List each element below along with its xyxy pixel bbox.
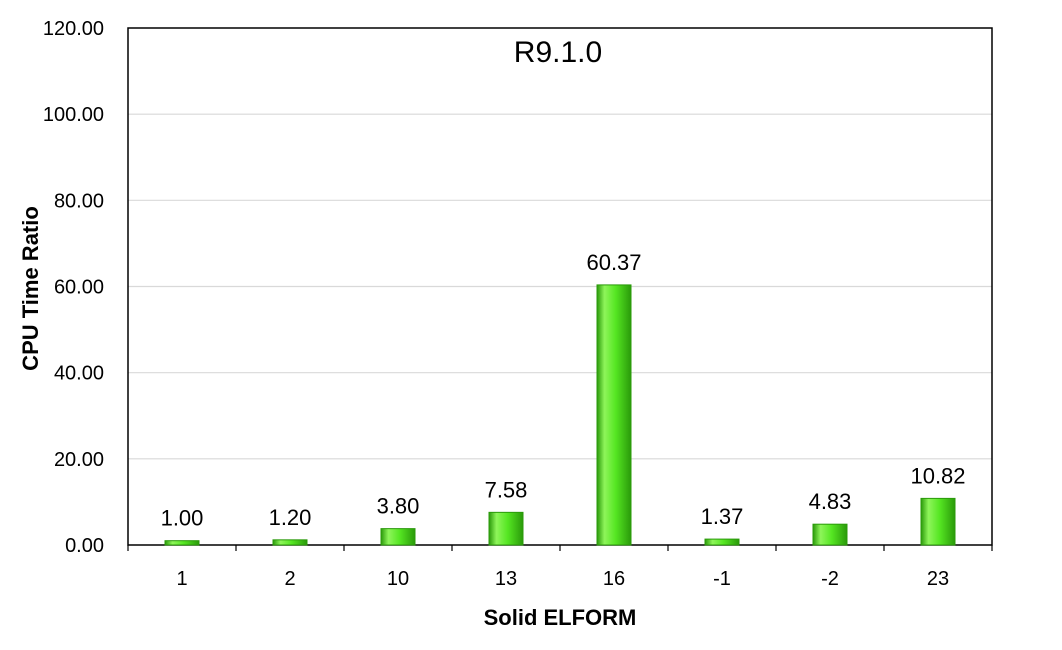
gridlines [128, 113, 992, 460]
data-label: 1.37 [701, 504, 744, 529]
x-axis-title: Solid ELFORM [484, 605, 637, 630]
bar [488, 511, 524, 546]
bar [272, 539, 308, 546]
x-tick-label: 1 [176, 568, 187, 590]
y-tick-label: 60.00 [54, 277, 104, 299]
bar [596, 284, 632, 546]
y-tick-label: 100.00 [43, 104, 104, 126]
data-label: 1.20 [269, 505, 312, 530]
x-tick-label: 23 [927, 568, 949, 590]
y-tick-label: 0.00 [65, 535, 104, 557]
data-label: 4.83 [809, 489, 852, 514]
data-label: 3.80 [377, 494, 420, 519]
data-labels: 1.00 1.20 3.80 7.58 60.37 1.37 4.83 10.82 [161, 250, 966, 531]
x-tick-label: 16 [603, 568, 625, 590]
bar [812, 523, 848, 546]
y-tick-label: 20.00 [54, 449, 104, 471]
y-tick-label: 40.00 [54, 363, 104, 385]
y-axis-tick-labels: 0.00 20.00 40.00 60.00 80.00 100.00 120.00 [43, 18, 104, 557]
data-label: 1.00 [161, 506, 204, 531]
data-label: 10.82 [910, 463, 965, 488]
x-tick-label: -1 [713, 568, 731, 590]
bar [704, 538, 740, 546]
bars [164, 284, 956, 546]
y-tick-label: 80.00 [54, 190, 104, 212]
x-tick-label: 13 [495, 568, 517, 590]
x-tick-label: 10 [387, 568, 409, 590]
bar [920, 497, 956, 546]
bar [380, 528, 416, 546]
data-label: 7.58 [485, 477, 528, 502]
y-tick-label: 120.00 [43, 18, 104, 40]
x-axis-tick-labels: 1 2 10 13 16 -1 -2 23 [127, 545, 993, 590]
x-tick-label: -2 [821, 568, 839, 590]
bar [164, 540, 200, 546]
x-tick-label: 2 [284, 568, 295, 590]
y-axis-title: CPU Time Ratio [18, 206, 43, 371]
data-label: 60.37 [586, 250, 641, 275]
chart-title: R9.1.0 [514, 36, 602, 69]
